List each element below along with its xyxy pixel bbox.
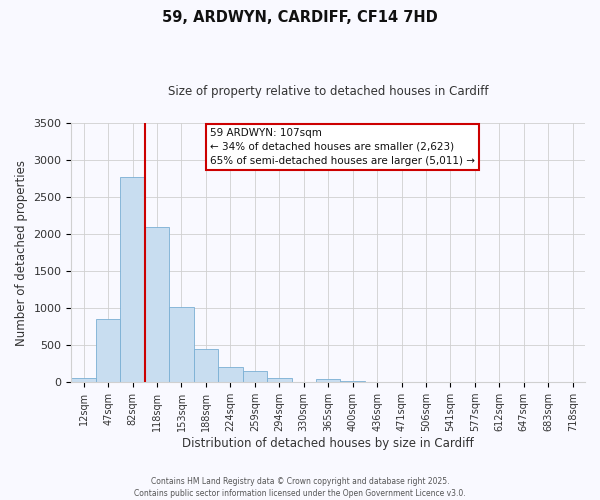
- X-axis label: Distribution of detached houses by size in Cardiff: Distribution of detached houses by size …: [182, 437, 474, 450]
- Y-axis label: Number of detached properties: Number of detached properties: [15, 160, 28, 346]
- Bar: [267, 378, 292, 382]
- Bar: [194, 349, 218, 382]
- Bar: [96, 319, 121, 382]
- Text: 59 ARDWYN: 107sqm
← 34% of detached houses are smaller (2,623)
65% of semi-detac: 59 ARDWYN: 107sqm ← 34% of detached hous…: [210, 128, 475, 166]
- Text: 59, ARDWYN, CARDIFF, CF14 7HD: 59, ARDWYN, CARDIFF, CF14 7HD: [162, 10, 438, 25]
- Bar: [121, 176, 145, 382]
- Bar: [71, 378, 96, 382]
- Bar: [242, 372, 267, 382]
- Text: Contains HM Land Registry data © Crown copyright and database right 2025.
Contai: Contains HM Land Registry data © Crown c…: [134, 476, 466, 498]
- Bar: [218, 367, 242, 382]
- Bar: [145, 226, 169, 382]
- Title: Size of property relative to detached houses in Cardiff: Size of property relative to detached ho…: [168, 85, 488, 98]
- Bar: [169, 306, 194, 382]
- Bar: [340, 380, 365, 382]
- Bar: [316, 380, 340, 382]
